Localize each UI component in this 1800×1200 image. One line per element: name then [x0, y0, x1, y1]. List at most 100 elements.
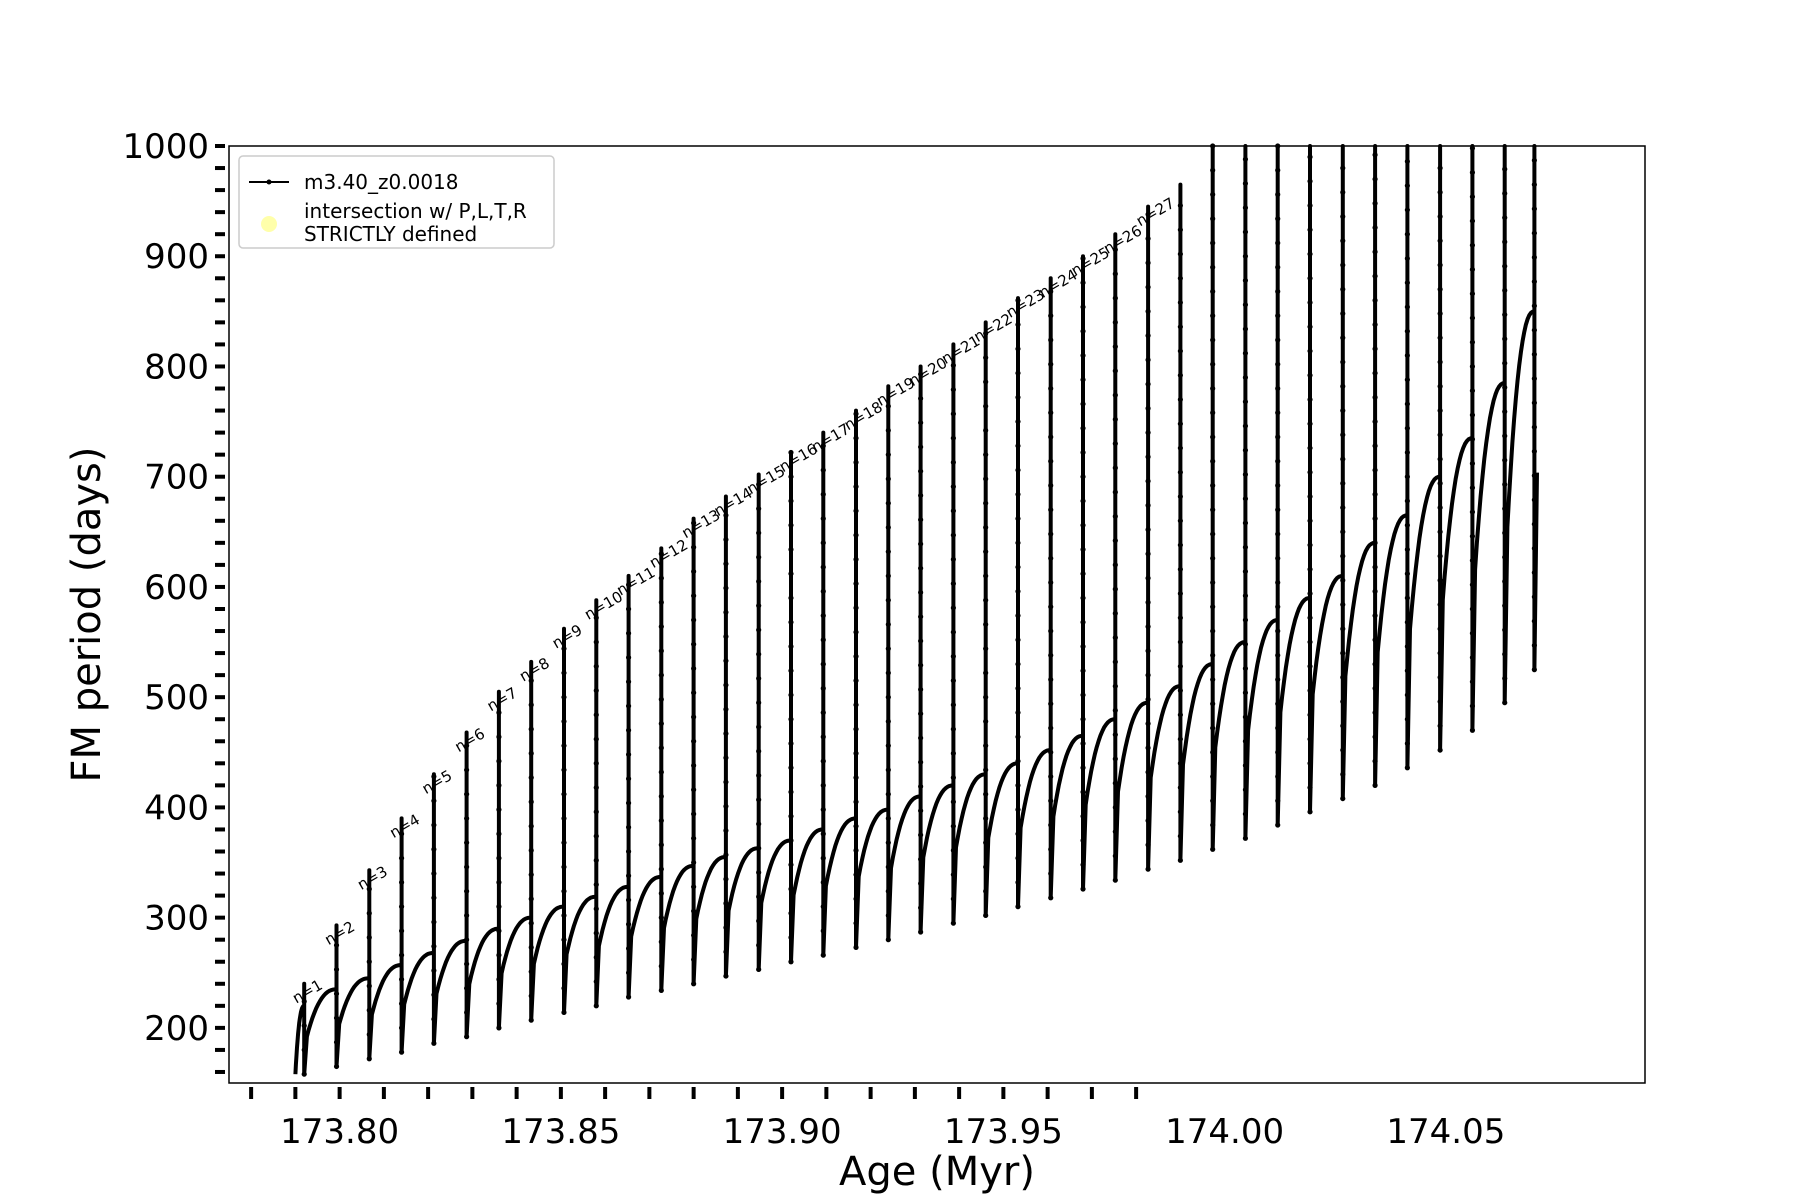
- series-point: [1048, 507, 1054, 513]
- series-point: [691, 859, 697, 866]
- series-point: [1177, 736, 1183, 742]
- series-point: [1177, 590, 1183, 597]
- series-point: [1437, 165, 1443, 171]
- series-point: [1469, 363, 1476, 370]
- series-point: [820, 928, 826, 934]
- series-point: [1307, 760, 1313, 766]
- series-point: [1437, 310, 1443, 317]
- series-point: [983, 912, 989, 919]
- series-point: [885, 646, 891, 652]
- series-point: [496, 879, 502, 885]
- series-point: [983, 524, 989, 531]
- series-point: [1048, 361, 1054, 367]
- series-point: [1437, 213, 1443, 220]
- series-point: [1048, 482, 1054, 489]
- series-point: [1437, 723, 1443, 729]
- legend-frame: [238, 155, 555, 249]
- series-point: [691, 811, 697, 817]
- series-point: [723, 682, 729, 688]
- series-point: [1275, 458, 1281, 464]
- series-point: [853, 435, 859, 441]
- series-point: [1112, 489, 1118, 495]
- series-point: [1210, 701, 1216, 707]
- series-point: [1340, 747, 1346, 753]
- series-point: [1177, 518, 1183, 524]
- series-point: [1275, 676, 1281, 683]
- series-point: [1307, 445, 1313, 451]
- series-point: [1177, 469, 1183, 475]
- series-point: [561, 646, 567, 652]
- series-point: [788, 789, 794, 795]
- series-point: [1469, 485, 1476, 491]
- series-point: [1469, 291, 1476, 297]
- y-axis-ticks: 200 300 400 500 600 700 800 900 1000: [122, 127, 225, 1074]
- series-point: [561, 985, 567, 991]
- series-point: [691, 544, 697, 550]
- series-point: [593, 978, 599, 985]
- series-point: [788, 498, 794, 504]
- series-point: [1307, 615, 1313, 621]
- series-point: [1531, 375, 1537, 382]
- series-point: [528, 799, 534, 805]
- series-point: [561, 694, 567, 700]
- series-point: [918, 589, 924, 596]
- series-point: [1502, 603, 1508, 609]
- series-point: [1404, 595, 1410, 601]
- series-point: [820, 807, 826, 813]
- series-point: [1210, 773, 1216, 780]
- series-point: [1080, 740, 1086, 747]
- series-point: [1531, 157, 1537, 163]
- series-point: [1372, 224, 1378, 231]
- series-point: [1048, 385, 1054, 392]
- series-point: [1242, 665, 1249, 672]
- series-point: [1112, 586, 1118, 592]
- series-point: [983, 355, 989, 361]
- series-point: [820, 952, 826, 958]
- series-point: [1340, 407, 1346, 414]
- series-point: [1015, 394, 1021, 400]
- series-point: [723, 536, 729, 543]
- series-point: [983, 767, 989, 773]
- series-point: [1340, 601, 1346, 608]
- series-point: [1340, 504, 1346, 511]
- series-point: [1340, 262, 1346, 268]
- series-point: [788, 716, 794, 722]
- series-point: [1437, 456, 1443, 462]
- series-point: [1531, 521, 1537, 527]
- series-point: [1112, 780, 1118, 786]
- series-point: [561, 718, 567, 725]
- series-point: [528, 823, 534, 829]
- series-point: [1080, 886, 1086, 892]
- series-point: [1177, 396, 1183, 403]
- series-point: [1372, 515, 1378, 522]
- series-point: [528, 702, 534, 708]
- series-point: [496, 782, 502, 788]
- series-point: [723, 633, 729, 640]
- series-point: [1469, 679, 1476, 685]
- series-point: [625, 800, 632, 806]
- series-point: [918, 929, 924, 935]
- series-point: [723, 973, 729, 979]
- series-point: [1112, 368, 1118, 374]
- series-point: [1372, 200, 1378, 206]
- series-point: [1469, 266, 1476, 273]
- series-point: [918, 541, 924, 547]
- series-point: [1437, 553, 1443, 559]
- series-point: [723, 827, 729, 834]
- legend: m3.40_z0.0018 intersection w/ P,L,T,R ST…: [238, 155, 555, 249]
- series-point: [625, 994, 632, 1000]
- series-point: [496, 952, 502, 958]
- series-point: [918, 905, 924, 911]
- series-point: [1112, 683, 1118, 689]
- series-point: [1177, 833, 1183, 839]
- series-point: [1372, 637, 1378, 643]
- series-point: [691, 738, 697, 744]
- series-point: [1437, 747, 1443, 753]
- series-point: [1210, 676, 1216, 683]
- series-point: [820, 637, 826, 643]
- series-point: [983, 621, 989, 628]
- series-point: [1242, 253, 1249, 259]
- series-point: [398, 855, 405, 861]
- series-point: [756, 942, 762, 948]
- series-point: [1404, 304, 1410, 310]
